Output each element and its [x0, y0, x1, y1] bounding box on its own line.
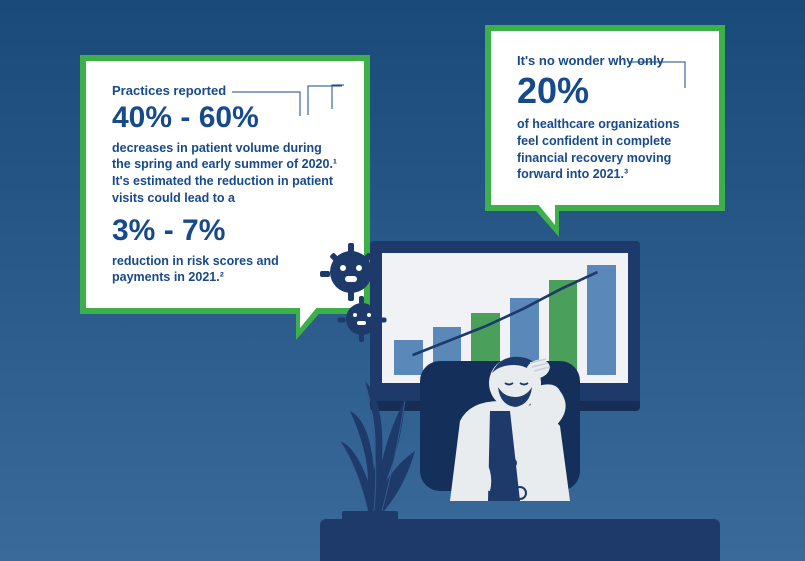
left-body-1: decreases in patient volume during the s… — [112, 140, 338, 208]
right-body: of healthcare organizations feel confide… — [517, 116, 693, 184]
callout-arrow-icon — [230, 88, 320, 122]
illustration-scene — [300, 241, 720, 561]
virus-icon — [330, 251, 372, 293]
virus-icon — [346, 303, 378, 335]
right-speech-bubble: It's no wonder why only 20% of healthcar… — [485, 25, 725, 211]
doctor-illustration — [410, 351, 610, 521]
desk — [320, 519, 720, 561]
callout-arrow-icon — [627, 58, 697, 98]
